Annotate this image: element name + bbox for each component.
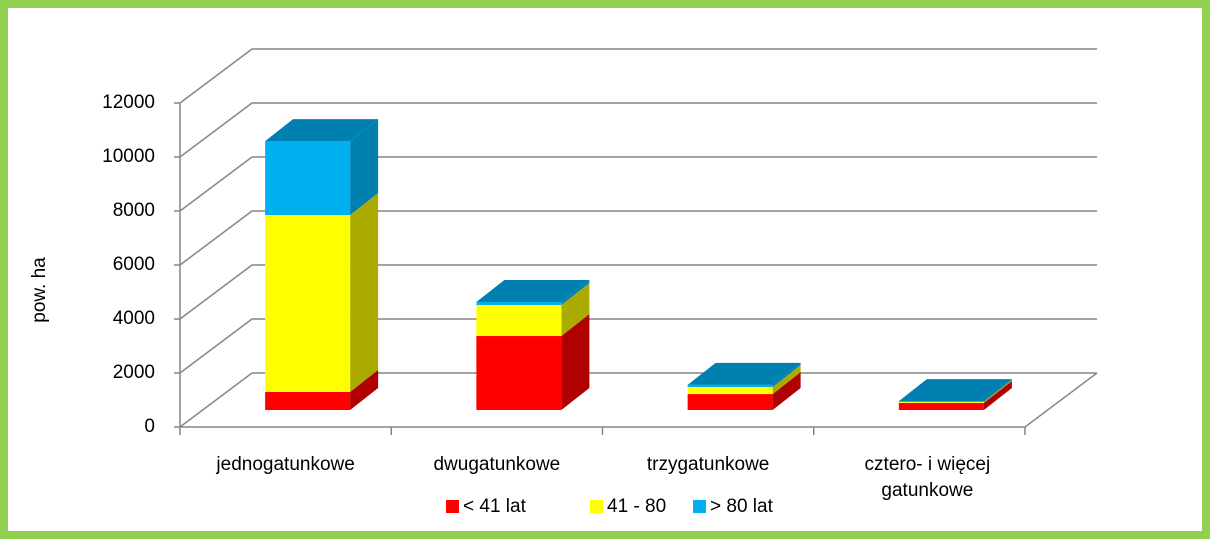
x-tick-label: dwugatunkowe	[433, 454, 561, 475]
legend-label: 41 - 80	[607, 496, 666, 517]
bar	[265, 141, 351, 216]
bar	[898, 401, 984, 403]
bar-side	[772, 362, 801, 388]
bar-side	[350, 193, 379, 392]
bar-side	[561, 280, 590, 305]
grid-line	[179, 102, 1097, 158]
legend-label: > 80 lat	[710, 496, 774, 517]
bar-top	[898, 379, 1012, 402]
legend-label: < 41 lat	[463, 496, 527, 517]
bar-side	[772, 372, 801, 410]
y-tick-label: 12000	[102, 92, 155, 113]
bar-side	[983, 379, 1012, 402]
legend-swatch	[590, 500, 603, 513]
bar	[476, 302, 562, 305]
y-tick-label: 8000	[113, 200, 155, 221]
bar-side	[983, 379, 1012, 403]
x-tick-label: trzygatunkowe	[646, 454, 770, 475]
y-tick-label: 6000	[113, 254, 155, 275]
bar-top	[687, 362, 801, 385]
bar-side	[983, 380, 1012, 410]
bar-top	[476, 280, 590, 302]
x-tick-label: jednogatunkowe	[216, 454, 355, 475]
bar-side	[561, 282, 590, 337]
bar	[687, 384, 773, 388]
bar-side	[350, 119, 379, 216]
y-tick-label: 2000	[113, 362, 155, 383]
legend-swatch	[446, 500, 459, 513]
bar-top	[265, 119, 379, 142]
grid-line	[179, 210, 1097, 266]
grid-line	[179, 372, 1097, 428]
bar-side	[772, 365, 801, 395]
bar	[898, 401, 984, 402]
y-tick-label: 4000	[113, 308, 155, 329]
legend-swatch	[693, 500, 706, 513]
bar	[476, 304, 562, 337]
bar-side	[561, 314, 590, 410]
grid-line	[179, 264, 1097, 320]
grid-line	[179, 156, 1097, 212]
bar	[898, 402, 984, 410]
bar	[687, 394, 773, 410]
grid-line	[179, 318, 1097, 374]
bar-side	[350, 369, 379, 410]
y-tick-label: 10000	[102, 146, 155, 167]
x-tick-label: cztero- i więcej gatunkowe	[864, 454, 991, 501]
bar	[265, 391, 351, 410]
y-axis-label: pow. ha	[29, 257, 50, 323]
bar	[265, 215, 351, 392]
y-tick-label: 0	[144, 416, 155, 437]
bar	[687, 387, 773, 395]
grid-line	[179, 48, 1097, 104]
bar	[476, 336, 562, 410]
